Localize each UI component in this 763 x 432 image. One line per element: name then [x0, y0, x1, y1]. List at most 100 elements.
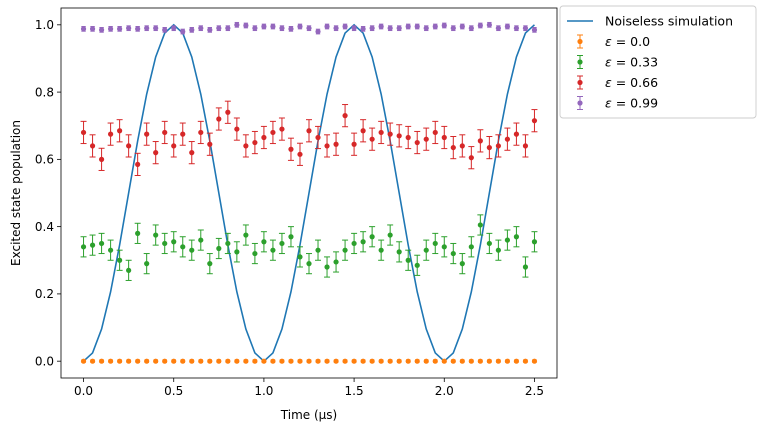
data-point — [98, 27, 105, 33]
data-point — [216, 245, 222, 252]
data-point — [171, 239, 177, 245]
data-point — [135, 161, 141, 168]
data-point — [270, 358, 276, 364]
data-point — [477, 22, 483, 29]
data-point — [162, 358, 168, 364]
data-point — [126, 25, 132, 31]
data-point — [117, 128, 123, 134]
data-point — [522, 25, 529, 31]
data-point — [135, 358, 141, 364]
legend-value: = 0.33 — [612, 54, 658, 69]
data-point — [396, 249, 402, 255]
data-point — [486, 358, 492, 364]
data-point — [162, 27, 168, 33]
data-point — [450, 358, 456, 364]
x-tick-label: 1.5 — [345, 384, 364, 398]
data-point — [288, 358, 294, 364]
data-point — [342, 358, 348, 364]
x-tick-label: 0.0 — [74, 384, 93, 398]
data-point — [243, 143, 249, 149]
data-point — [423, 25, 429, 31]
legend-epsilon: ε — [605, 34, 612, 49]
data-point — [207, 141, 213, 147]
data-point — [279, 126, 285, 132]
data-point — [432, 23, 438, 30]
data-point — [117, 257, 123, 263]
data-point — [378, 247, 384, 253]
data-point — [234, 249, 240, 255]
data-point — [126, 358, 132, 364]
data-point — [216, 358, 222, 364]
data-point — [207, 358, 213, 364]
data-point — [117, 358, 123, 364]
data-point — [288, 26, 294, 32]
data-point — [144, 25, 150, 31]
data-point — [432, 129, 438, 136]
data-point — [198, 237, 204, 243]
data-point — [261, 358, 267, 364]
data-point — [80, 358, 87, 364]
data-point — [369, 136, 375, 142]
data-point — [261, 239, 267, 245]
data-point — [369, 358, 375, 364]
data-point — [414, 262, 420, 268]
legend-epsilon: ε — [605, 54, 612, 69]
series-3 — [80, 21, 538, 35]
data-point — [531, 118, 538, 124]
y-tick-label: 0.4 — [35, 220, 54, 234]
data-point — [441, 22, 447, 29]
data-point — [513, 234, 520, 240]
data-point — [288, 146, 294, 152]
data-point — [306, 128, 312, 134]
data-point — [207, 27, 213, 33]
data-point — [369, 234, 375, 240]
data-point — [225, 358, 231, 364]
data-point — [423, 136, 429, 142]
data-point — [432, 240, 438, 247]
plot-marks — [80, 21, 538, 364]
data-point — [89, 358, 96, 364]
data-point — [360, 128, 366, 134]
data-point — [504, 358, 510, 364]
y-tick-label: 1.0 — [35, 18, 54, 32]
data-point — [288, 234, 294, 240]
legend-marker — [577, 79, 583, 86]
data-point — [495, 143, 501, 149]
data-point — [98, 240, 105, 247]
data-point — [315, 134, 321, 141]
noiseless-simulation-line — [83, 23, 535, 363]
data-point — [234, 126, 240, 132]
data-point — [333, 141, 339, 147]
data-point — [333, 25, 339, 31]
data-point — [135, 26, 141, 32]
data-point — [80, 129, 87, 136]
data-point — [315, 358, 321, 364]
data-point — [513, 25, 520, 31]
data-point — [477, 222, 483, 228]
legend-marker — [577, 59, 583, 65]
x-tick-label: 1.0 — [254, 384, 273, 398]
data-point — [495, 247, 501, 253]
data-point — [89, 143, 96, 149]
data-point — [486, 22, 492, 28]
plot-frame — [60, 7, 558, 379]
data-point — [270, 23, 276, 30]
data-point — [306, 25, 312, 31]
data-point — [306, 261, 312, 267]
data-point — [234, 22, 240, 28]
data-point — [243, 22, 249, 29]
data-point — [243, 358, 249, 364]
data-point — [378, 358, 384, 364]
data-point — [351, 240, 357, 247]
data-point — [324, 23, 330, 30]
series-2 — [80, 100, 538, 177]
data-point — [279, 240, 285, 247]
data-point — [468, 244, 474, 250]
data-point — [108, 131, 114, 137]
data-point — [441, 358, 447, 364]
data-point — [198, 358, 204, 364]
data-point — [153, 358, 159, 364]
data-point — [396, 133, 402, 139]
data-point — [153, 150, 159, 156]
data-point — [144, 261, 150, 267]
